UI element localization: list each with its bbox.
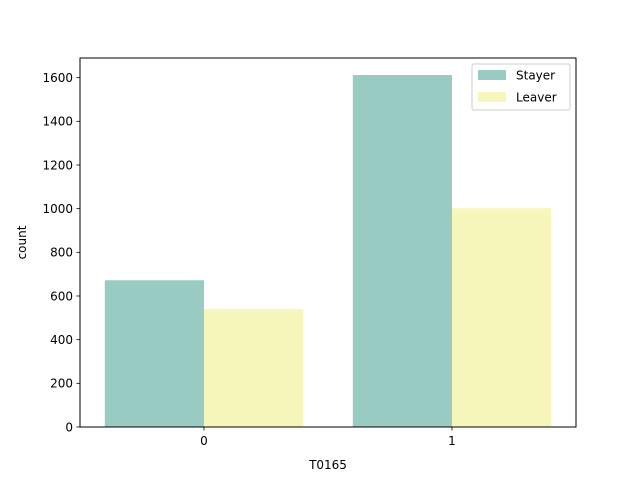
legend-swatch-stayer <box>478 70 506 80</box>
y-tick-label: 0 <box>65 420 73 434</box>
y-tick-label: 1400 <box>42 115 73 129</box>
y-axis: 0 200 400 600 800 1000 1200 1400 1600 <box>42 71 80 434</box>
legend-swatch-leaver <box>478 92 506 102</box>
y-tick-label: 800 <box>50 246 73 260</box>
x-tick-label: 0 <box>200 434 208 448</box>
bar-stayer-0 <box>104 280 204 427</box>
bars-group <box>104 75 552 427</box>
y-tick-label: 1600 <box>42 71 73 85</box>
bar-stayer-1 <box>352 75 452 427</box>
y-tick-label: 1200 <box>42 158 73 172</box>
plot-frame <box>79 57 577 428</box>
x-axis-label: T0165 <box>308 458 347 472</box>
legend-label-leaver: Leaver <box>516 90 557 104</box>
bar-leaver-0 <box>204 309 304 427</box>
legend: Stayer Leaver <box>471 63 571 111</box>
y-tick-label: 200 <box>50 377 73 391</box>
y-axis-label: count <box>15 225 29 259</box>
y-tick-label: 1000 <box>42 202 73 216</box>
legend-label-stayer: Stayer <box>516 68 555 82</box>
y-tick-label: 400 <box>50 333 73 347</box>
y-tick-label: 600 <box>50 289 73 303</box>
bar-leaver-1 <box>452 208 552 427</box>
x-tick-label: 1 <box>448 434 456 448</box>
